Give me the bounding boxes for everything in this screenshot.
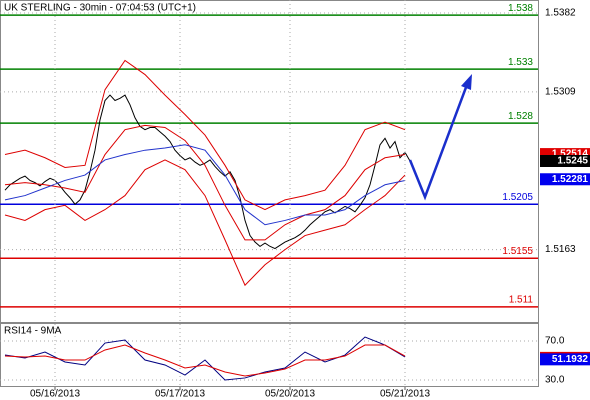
level-label: 1.533 [508, 57, 533, 68]
price-tag [540, 155, 590, 167]
level-label: 1.5155 [502, 246, 533, 257]
price-tag [540, 173, 590, 186]
y-tick-label: 1.5309 [545, 86, 576, 97]
level-label: 1.538 [508, 3, 533, 14]
chart-title: UK STERLING - 30min - 07:04:53 (UTC+1) [4, 3, 196, 14]
level-label: 1.511 [509, 295, 534, 306]
level-label: 1.5205 [502, 192, 533, 203]
series-line [4, 94, 411, 250]
y-tick-label: 30.0 [545, 375, 565, 386]
price-tag-label: 1.5245 [557, 156, 588, 167]
price-tag-label: 51.1932 [552, 354, 589, 365]
price-tag [540, 353, 590, 366]
series-line [4, 124, 406, 241]
x-tick-label: 05/17/2013 [155, 389, 205, 400]
series-line [4, 344, 406, 377]
rsi-panel [0, 323, 539, 387]
main-panel [0, 0, 539, 323]
y-tick-label: 1.5382 [545, 8, 576, 19]
series-line [4, 59, 406, 211]
x-tick-label: 05/20/2013 [265, 389, 315, 400]
x-tick-label: 05/16/2013 [30, 389, 80, 400]
y-tick-label: 1.5163 [545, 244, 576, 255]
price-tag-label: 1.52514 [552, 149, 589, 160]
y-tick-label: 70.0 [545, 336, 565, 347]
arrow-head [461, 74, 472, 90]
x-tick-label: 05/21/2013 [380, 389, 430, 400]
rsi-title: RSI14 - 9MA [4, 326, 62, 337]
forecast-arrow [408, 81, 470, 201]
price-tag-label: 1.52281 [552, 174, 589, 185]
series-line [4, 159, 406, 287]
series-line [4, 144, 406, 226]
level-label: 1.528 [508, 111, 533, 122]
